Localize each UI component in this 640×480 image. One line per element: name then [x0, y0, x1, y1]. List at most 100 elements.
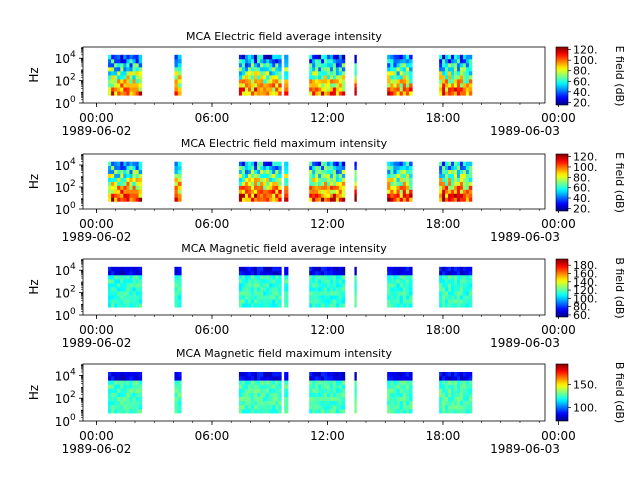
spectrogram-cell	[324, 278, 328, 284]
spectrogram-cell	[387, 282, 391, 288]
spectrogram-cell	[129, 404, 133, 410]
spectrogram-cell	[409, 197, 413, 202]
spectrogram-cell	[278, 274, 282, 280]
spectrogram-cell	[266, 376, 270, 381]
spectrogram-cell	[272, 66, 276, 72]
spectrogram-cell	[390, 189, 394, 194]
spectrogram-cell	[257, 58, 261, 64]
spectrogram-cell	[244, 181, 249, 186]
spectrogram-cell	[338, 400, 343, 406]
spectrogram-cell	[114, 189, 118, 194]
spectrogram-cell	[445, 177, 449, 182]
spectrogram-cell	[454, 58, 458, 64]
spectrogram-cell	[462, 270, 467, 276]
spectrogram-cell	[465, 380, 470, 385]
spectrogram-cell	[451, 287, 455, 292]
spectrogram-cell	[335, 66, 340, 72]
spectrogram-cell	[111, 193, 115, 198]
spectrogram-cell	[405, 87, 410, 92]
spectrogram-cell	[117, 299, 121, 304]
spectrogram-cell	[269, 58, 273, 64]
spectrogram-cell	[284, 54, 289, 60]
spectrogram-cell	[120, 75, 124, 80]
spectrogram-cell	[129, 177, 133, 182]
spectrogram-cell	[177, 193, 182, 198]
spectrogram-cell	[272, 165, 276, 171]
spectrogram-cell	[462, 66, 467, 72]
spectrogram-cell	[439, 193, 443, 198]
spectrogram-cell	[123, 70, 127, 76]
spectrogram-cell	[465, 266, 470, 272]
spectrogram-cell	[260, 295, 264, 300]
spectrogram-cell	[284, 392, 289, 398]
spectrogram-cell	[251, 62, 255, 68]
spectrogram-cell	[117, 270, 121, 276]
spectrogram-cell	[445, 388, 449, 393]
spectrogram-cell	[329, 70, 334, 76]
spectrogram-cell	[399, 400, 404, 406]
spectrogram-cell	[257, 388, 261, 393]
spectrogram-cell	[309, 282, 313, 288]
spectrogram-cell	[465, 388, 470, 393]
spectrogram-cell	[409, 400, 413, 406]
spectrogram-cell	[284, 181, 289, 186]
spectrogram-cell	[387, 299, 391, 304]
spectrogram-cell	[111, 400, 115, 406]
spectrogram-cell	[387, 62, 391, 68]
spectrogram-cell	[266, 169, 270, 174]
spectrogram-cell	[284, 274, 289, 280]
spectrogram-cell	[448, 295, 452, 300]
spectrogram-cell	[260, 278, 264, 284]
spectrogram-cell	[275, 270, 279, 276]
spectrogram-cell	[114, 185, 118, 190]
spectrogram-cell	[315, 404, 319, 410]
spectrogram-cell	[324, 295, 328, 300]
spectrogram-cell	[269, 83, 273, 88]
spectrogram-cell	[465, 181, 470, 186]
spectrogram-cell	[177, 299, 182, 304]
spectrogram-cell	[114, 181, 118, 186]
spectrogram-cell	[439, 91, 443, 96]
spectrogram-cell	[456, 392, 461, 398]
spectrogram-cell	[341, 181, 346, 186]
spectrogram-cell	[341, 282, 346, 288]
spectrogram-cell	[177, 185, 182, 190]
spectrogram-cell	[129, 75, 133, 80]
spectrogram-cell	[459, 291, 464, 296]
spectrogram-cell	[238, 274, 243, 280]
spectrogram-cell	[409, 75, 413, 80]
spectrogram-cell	[321, 185, 325, 190]
spectrogram-cell	[439, 380, 443, 385]
spectrogram-cell	[442, 266, 446, 272]
spectrogram-cell	[275, 392, 279, 398]
spectrogram-cell	[120, 287, 124, 292]
spectrogram-cell	[284, 197, 289, 202]
spectrogram-cell	[329, 54, 334, 60]
spectrogram-cell	[456, 181, 461, 186]
spectrogram-cell	[439, 165, 443, 171]
spectrogram-cell	[387, 266, 391, 272]
spectrogram-cell	[445, 79, 449, 84]
spectrogram-cell	[341, 75, 346, 80]
spectrogram-cell	[318, 75, 322, 80]
chart-title: MCA Electric field maximum intensity	[181, 137, 388, 150]
spectrogram-cell	[174, 295, 179, 300]
spectrogram-cell	[321, 181, 325, 186]
spectrogram-cell	[120, 270, 124, 276]
spectrogram-cell	[129, 303, 133, 308]
spectrogram-cell	[454, 303, 458, 308]
spectrogram-cell	[132, 193, 136, 198]
spectrogram-cell	[177, 291, 182, 296]
spectrogram-cell	[387, 189, 391, 194]
spectrogram-cell	[138, 282, 143, 288]
spectrogram-cell	[462, 161, 467, 167]
spectrogram-cell	[174, 266, 179, 272]
spectrogram-cell	[315, 54, 319, 60]
spectrogram-cell	[393, 54, 397, 60]
spectrogram-cell	[387, 270, 391, 276]
spectrogram-cell	[123, 266, 127, 272]
spectrogram-cell	[324, 274, 328, 280]
spectrogram-cell	[312, 173, 316, 178]
colorbar-tick-label: 20.	[573, 96, 591, 109]
